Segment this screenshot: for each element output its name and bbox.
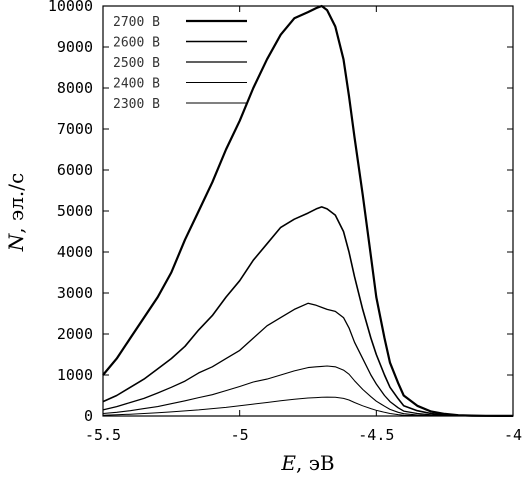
legend-label-3: 2500 В <box>113 56 160 71</box>
legend-label-2: 2600 В <box>113 36 160 51</box>
y-axis-unit: , эл./с <box>4 173 28 234</box>
y-tick-label: 4000 <box>57 243 93 261</box>
y-tick-label: 1000 <box>57 366 93 384</box>
y-tick-label: 9000 <box>57 38 93 56</box>
legend: 2700 В 2600 В 2500 В 2400 В 2300 В <box>113 15 247 112</box>
plot-border <box>102 5 514 417</box>
x-tick-label: -4.5 <box>358 426 394 444</box>
y-tick-label: 8000 <box>57 79 93 97</box>
legend-label-1: 2700 В <box>113 15 160 30</box>
x-tick-label: -5 <box>231 426 249 444</box>
ticks: -5.5 -5 -4.5 -4 0 1000 2000 3000 4000 5000 6000 700… <box>48 0 522 444</box>
x-tick-label: -5.5 <box>85 426 121 444</box>
y-axis-title: N, эл./с <box>4 173 28 252</box>
y-tick-label: 6000 <box>57 161 93 179</box>
series-line-2 <box>102 206 514 417</box>
x-axis-unit: , эВ <box>296 451 335 475</box>
legend-label-4: 2400 В <box>113 77 160 92</box>
y-tick-label: 5000 <box>57 202 93 220</box>
series-line-4 <box>102 365 513 417</box>
series-line-5 <box>102 396 513 417</box>
y-tick-label: 3000 <box>57 284 93 302</box>
series-line-3 <box>102 302 513 417</box>
x-axis-title: E, эВ <box>280 451 334 475</box>
x-tick-label: -4 <box>504 426 522 444</box>
y-tick-label: 0 <box>84 407 93 425</box>
series-line-1 <box>102 4 513 417</box>
y-tick-label: 10000 <box>48 0 93 15</box>
y-tick-label: 7000 <box>57 120 93 138</box>
y-tick-label: 2000 <box>57 325 93 343</box>
x-axis-var: E <box>280 451 296 475</box>
plot-frame <box>102 5 514 417</box>
y-axis-var: N <box>4 232 28 252</box>
legend-label-5: 2300 В <box>113 97 160 112</box>
curves <box>102 4 514 417</box>
